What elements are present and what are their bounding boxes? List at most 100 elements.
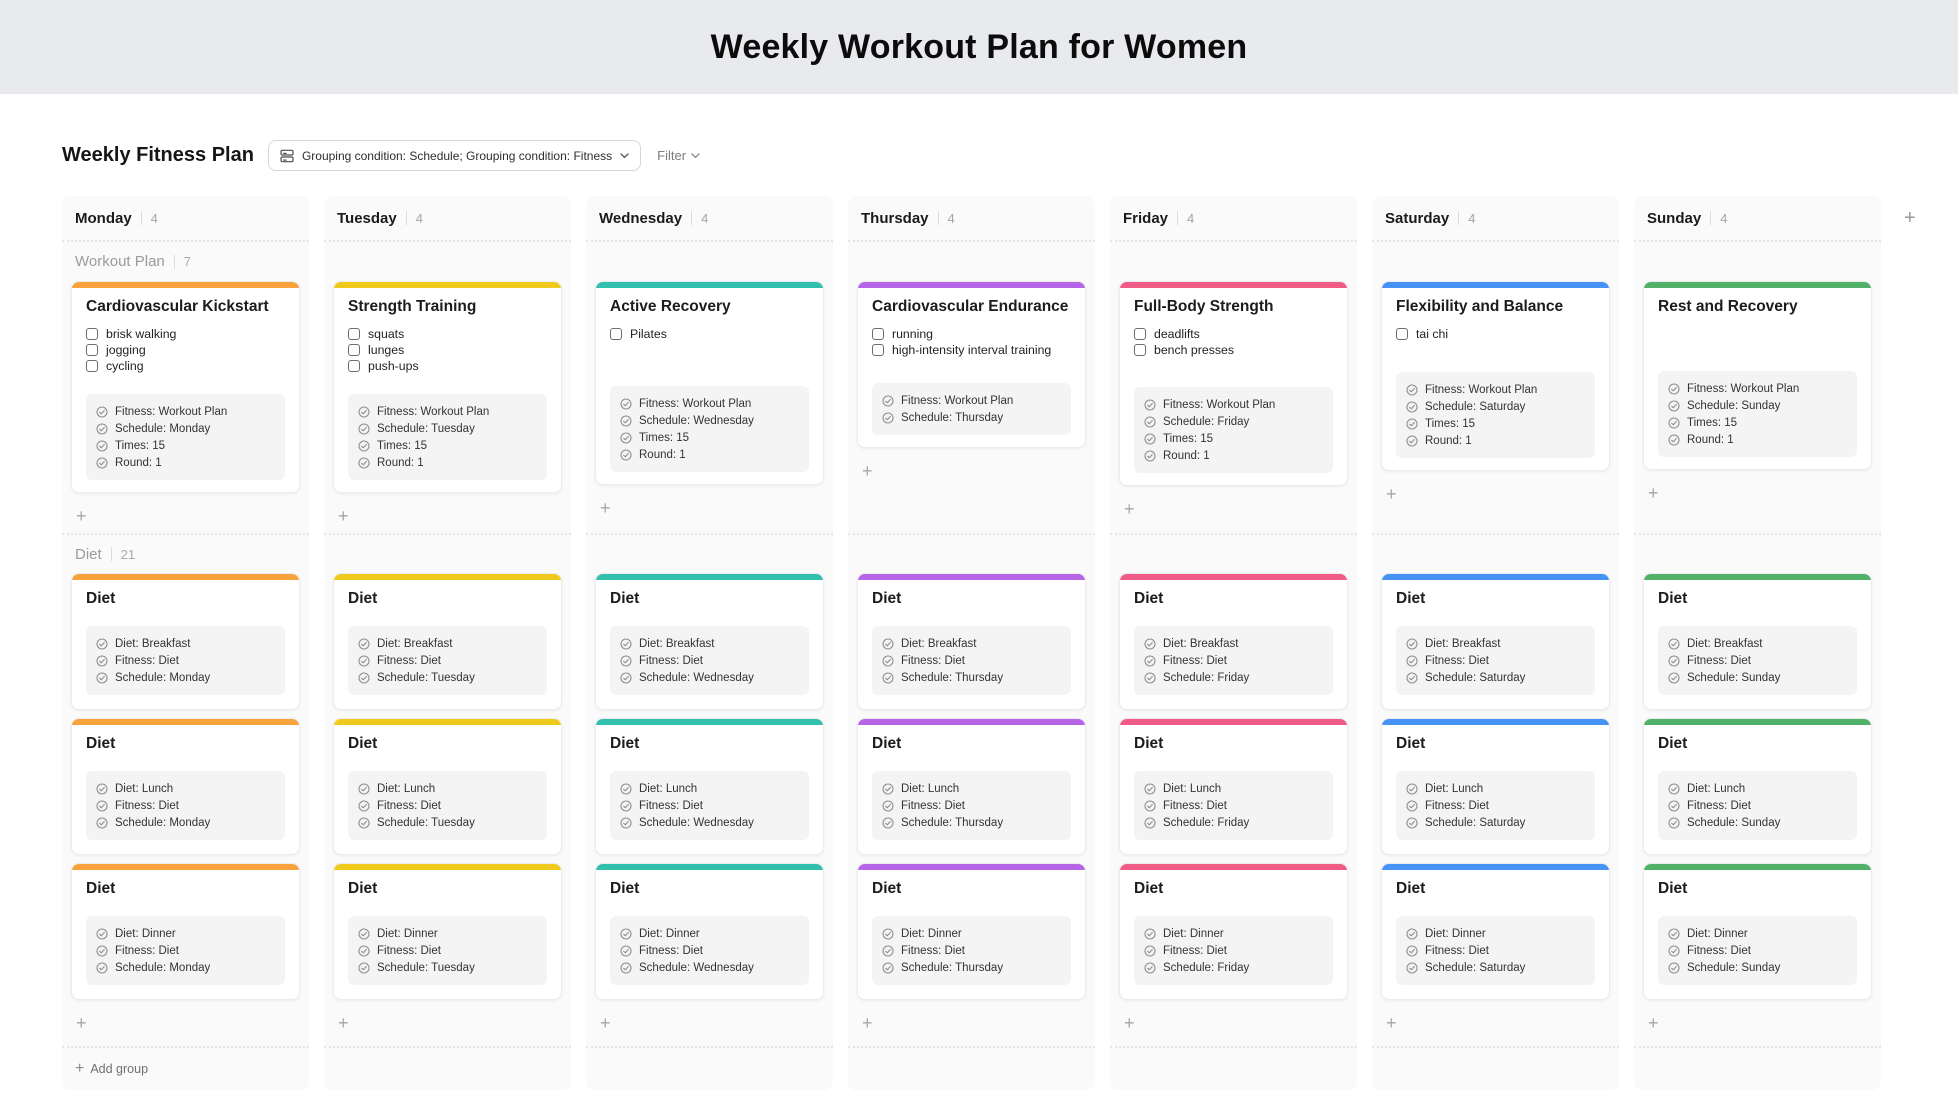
grouping-condition-button[interactable]: Grouping condition: Schedule; Grouping c…: [267, 140, 642, 171]
diet-card[interactable]: Diet Diet: Dinner Fitness: Diet Schedule…: [333, 863, 562, 1000]
checklist-item[interactable]: Pilates: [610, 326, 809, 342]
filter-button[interactable]: Filter: [657, 148, 700, 163]
diet-card[interactable]: Diet Diet: Lunch Fitness: Diet Schedule:…: [333, 718, 562, 855]
diet-card[interactable]: Diet Diet: Dinner Fitness: Diet Schedule…: [71, 863, 300, 1000]
checkbox[interactable]: [348, 360, 360, 372]
checkbox[interactable]: [1134, 344, 1146, 356]
field-text: Fitness: Workout Plan: [115, 405, 228, 418]
checkbox[interactable]: [872, 344, 884, 356]
checklist-item[interactable]: running: [872, 326, 1071, 342]
checkbox[interactable]: [348, 344, 360, 356]
diet-card[interactable]: Diet Diet: Lunch Fitness: Diet Schedule:…: [1119, 718, 1348, 855]
checklist-item[interactable]: deadlifts: [1134, 326, 1333, 342]
add-group-button[interactable]: [324, 1046, 571, 1090]
field-text: Schedule: Sunday: [1687, 671, 1781, 684]
add-card-button[interactable]: +: [857, 1000, 877, 1032]
workout-card[interactable]: Flexibility and Balance tai chi Fitness:…: [1381, 281, 1610, 471]
add-card-button[interactable]: +: [1119, 486, 1139, 518]
diet-card[interactable]: Diet Diet: Dinner Fitness: Diet Schedule…: [595, 863, 824, 1000]
workout-card[interactable]: Active Recovery Pilates Fitness: Workout…: [595, 281, 824, 485]
plus-icon: +: [1124, 499, 1135, 519]
diet-card[interactable]: Diet Diet: Breakfast Fitness: Diet Sched…: [71, 573, 300, 710]
add-group-button[interactable]: + Add group: [62, 1046, 309, 1090]
add-card-button[interactable]: +: [1643, 470, 1663, 502]
add-group-button[interactable]: [848, 1046, 1095, 1090]
check-circle-icon: [96, 816, 108, 829]
checklist-item[interactable]: cycling: [86, 358, 285, 374]
field-text: Round: 1: [115, 456, 162, 469]
diet-card[interactable]: Diet Diet: Lunch Fitness: Diet Schedule:…: [1643, 718, 1872, 855]
card-fields: Diet: Dinner Fitness: Diet Schedule: Sat…: [1396, 916, 1595, 985]
diet-card[interactable]: Diet Diet: Lunch Fitness: Diet Schedule:…: [1381, 718, 1610, 855]
checklist-item[interactable]: brisk walking: [86, 326, 285, 342]
diet-card[interactable]: Diet Diet: Breakfast Fitness: Diet Sched…: [1643, 573, 1872, 710]
field-text: Fitness: Diet: [115, 944, 179, 957]
checkbox[interactable]: [872, 328, 884, 340]
checklist-item[interactable]: high-intensity interval training: [872, 342, 1071, 358]
column-header[interactable]: Friday 4: [1110, 196, 1357, 242]
checklist-item[interactable]: push-ups: [348, 358, 547, 374]
check-circle-icon: [1668, 944, 1680, 957]
column-header[interactable]: Thursday 4: [848, 196, 1095, 242]
card-body: Diet Diet: Lunch Fitness: Diet Schedule:…: [858, 734, 1085, 854]
checkbox[interactable]: [610, 328, 622, 340]
plus-icon: +: [338, 1013, 349, 1033]
add-card-button[interactable]: +: [333, 1000, 353, 1032]
workout-card[interactable]: Full-Body Strength deadlifts bench press…: [1119, 281, 1348, 486]
checklist-item[interactable]: jogging: [86, 342, 285, 358]
add-card-button[interactable]: +: [1119, 1000, 1139, 1032]
workout-card[interactable]: Cardiovascular Kickstart brisk walking j…: [71, 281, 300, 493]
checklist-item[interactable]: squats: [348, 326, 547, 342]
checklist-item[interactable]: tai chi: [1396, 326, 1595, 342]
field-text: Fitness: Workout Plan: [901, 394, 1014, 407]
column-header[interactable]: Monday 4: [62, 196, 309, 242]
checkbox[interactable]: [348, 328, 360, 340]
add-group-button[interactable]: [586, 1046, 833, 1090]
view-title: Weekly Fitness Plan: [62, 144, 254, 166]
checklist-item[interactable]: bench presses: [1134, 342, 1333, 358]
diet-card[interactable]: Diet Diet: Breakfast Fitness: Diet Sched…: [333, 573, 562, 710]
checkbox[interactable]: [1134, 328, 1146, 340]
diet-card[interactable]: Diet Diet: Lunch Fitness: Diet Schedule:…: [595, 718, 824, 855]
add-card-button[interactable]: +: [1643, 1000, 1663, 1032]
checkbox[interactable]: [86, 360, 98, 372]
add-card-button[interactable]: +: [857, 448, 877, 480]
field-row: Fitness: Diet: [1144, 942, 1323, 959]
diet-card[interactable]: Diet Diet: Dinner Fitness: Diet Schedule…: [1643, 863, 1872, 1000]
column-header[interactable]: Tuesday 4: [324, 196, 571, 242]
add-card-button[interactable]: +: [71, 493, 91, 525]
diet-card[interactable]: Diet Diet: Breakfast Fitness: Diet Sched…: [595, 573, 824, 710]
add-column-button[interactable]: +: [1896, 196, 1924, 240]
diet-card[interactable]: Diet Diet: Lunch Fitness: Diet Schedule:…: [71, 718, 300, 855]
diet-card[interactable]: Diet Diet: Dinner Fitness: Diet Schedule…: [1119, 863, 1348, 1000]
toolbar: Weekly Fitness Plan Grouping condition: …: [62, 140, 1958, 171]
diet-card[interactable]: Diet Diet: Breakfast Fitness: Diet Sched…: [857, 573, 1086, 710]
add-group-button[interactable]: [1634, 1046, 1881, 1090]
diet-card[interactable]: Diet Diet: Breakfast Fitness: Diet Sched…: [1381, 573, 1610, 710]
workout-card[interactable]: Strength Training squats lunges push-ups…: [333, 281, 562, 493]
add-card-button[interactable]: +: [71, 1000, 91, 1032]
diet-card[interactable]: Diet Diet: Dinner Fitness: Diet Schedule…: [857, 863, 1086, 1000]
checkbox[interactable]: [1396, 328, 1408, 340]
column-header[interactable]: Sunday 4: [1634, 196, 1881, 242]
checkbox[interactable]: [86, 344, 98, 356]
add-card-button[interactable]: +: [333, 493, 353, 525]
add-card-button[interactable]: +: [1381, 1000, 1401, 1032]
checklist: brisk walking jogging cycling: [86, 326, 285, 374]
workout-card[interactable]: Rest and Recovery Fitness: Workout Plan …: [1643, 281, 1872, 470]
add-group-button[interactable]: [1110, 1046, 1357, 1090]
column-header[interactable]: Wednesday 4: [586, 196, 833, 242]
workout-card[interactable]: Cardiovascular Endurance running high-in…: [857, 281, 1086, 448]
checkbox[interactable]: [86, 328, 98, 340]
diet-card[interactable]: Diet Diet: Breakfast Fitness: Diet Sched…: [1119, 573, 1348, 710]
diet-card[interactable]: Diet Diet: Dinner Fitness: Diet Schedule…: [1381, 863, 1610, 1000]
diet-card[interactable]: Diet Diet: Lunch Fitness: Diet Schedule:…: [857, 718, 1086, 855]
check-circle-icon: [1406, 927, 1418, 940]
column-header[interactable]: Saturday 4: [1372, 196, 1619, 242]
add-group-button[interactable]: [1372, 1046, 1619, 1090]
add-card-button[interactable]: +: [595, 485, 615, 517]
add-card-button[interactable]: +: [595, 1000, 615, 1032]
plus-icon: +: [75, 1060, 85, 1077]
add-card-button[interactable]: +: [1381, 471, 1401, 503]
checklist-item[interactable]: lunges: [348, 342, 547, 358]
